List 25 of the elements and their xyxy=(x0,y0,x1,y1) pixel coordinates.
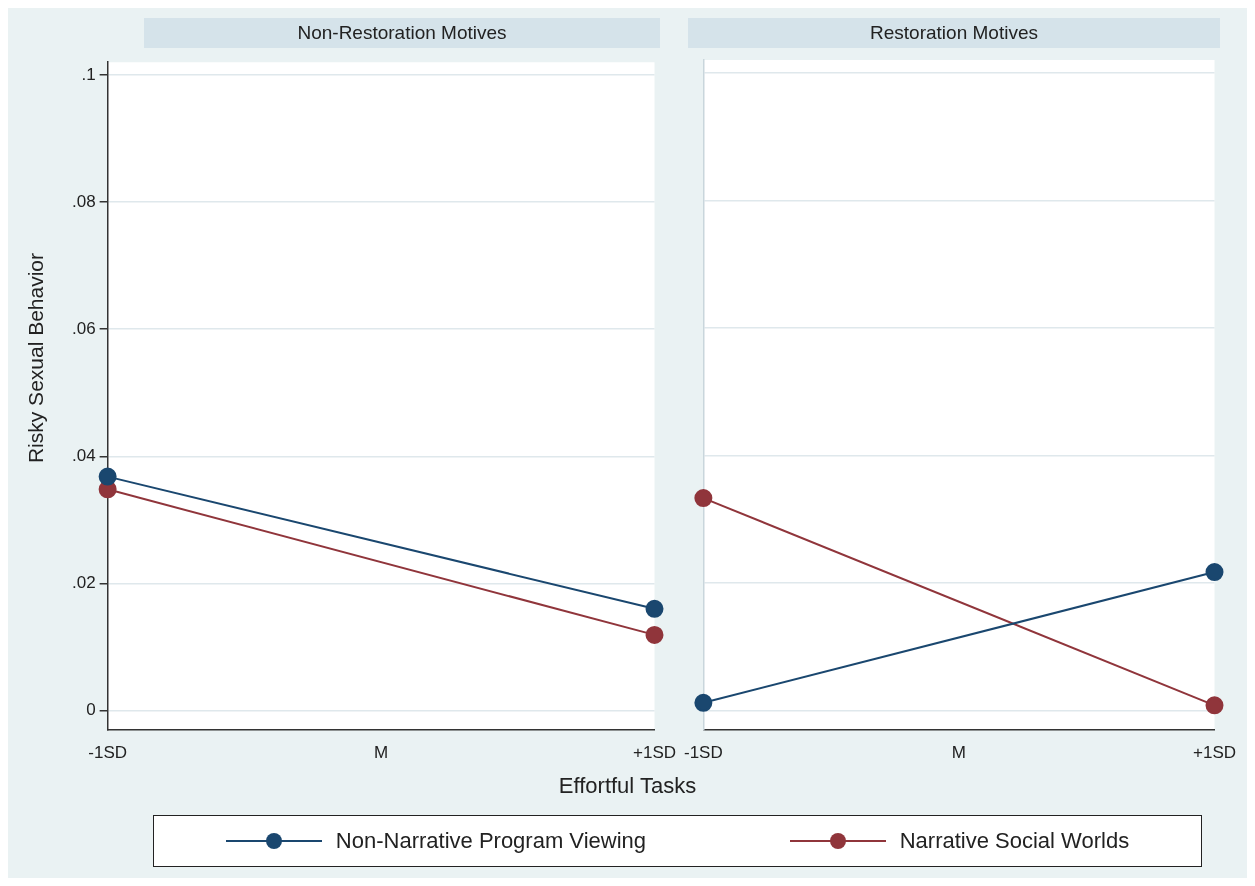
point xyxy=(645,625,664,644)
y-tick-label: 0 xyxy=(86,700,96,720)
chart-title: Restoration Motives xyxy=(688,18,1220,48)
chart-title: Non-Restoration Motives xyxy=(144,18,660,48)
point xyxy=(98,467,117,486)
x-tick-label: -1SD xyxy=(684,743,723,763)
x-tick-label: M xyxy=(373,743,389,763)
point xyxy=(1205,696,1224,715)
y-tick-label: .08 xyxy=(71,191,96,211)
x-axis-title: Effortful Tasks xyxy=(557,773,698,799)
y-tick-label: .02 xyxy=(71,573,96,593)
point xyxy=(694,693,713,712)
x-tick-label: +1SD xyxy=(1193,743,1236,763)
point xyxy=(645,599,664,618)
x-tick-label: -1SD xyxy=(88,743,127,763)
point xyxy=(1205,563,1224,582)
x-tick-label: +1SD xyxy=(633,743,676,763)
x-tick-label: M xyxy=(951,743,967,763)
y-tick-label: .04 xyxy=(71,445,96,465)
y-axis-title: Risky Sexual Behavior xyxy=(24,252,48,464)
legend-label: Narrative Social Worlds xyxy=(899,828,1130,854)
point xyxy=(694,489,713,508)
y-tick-label: .06 xyxy=(71,318,96,338)
y-tick-label: .1 xyxy=(81,64,96,84)
legend-label: Non-Narrative Program Viewing xyxy=(335,828,647,854)
